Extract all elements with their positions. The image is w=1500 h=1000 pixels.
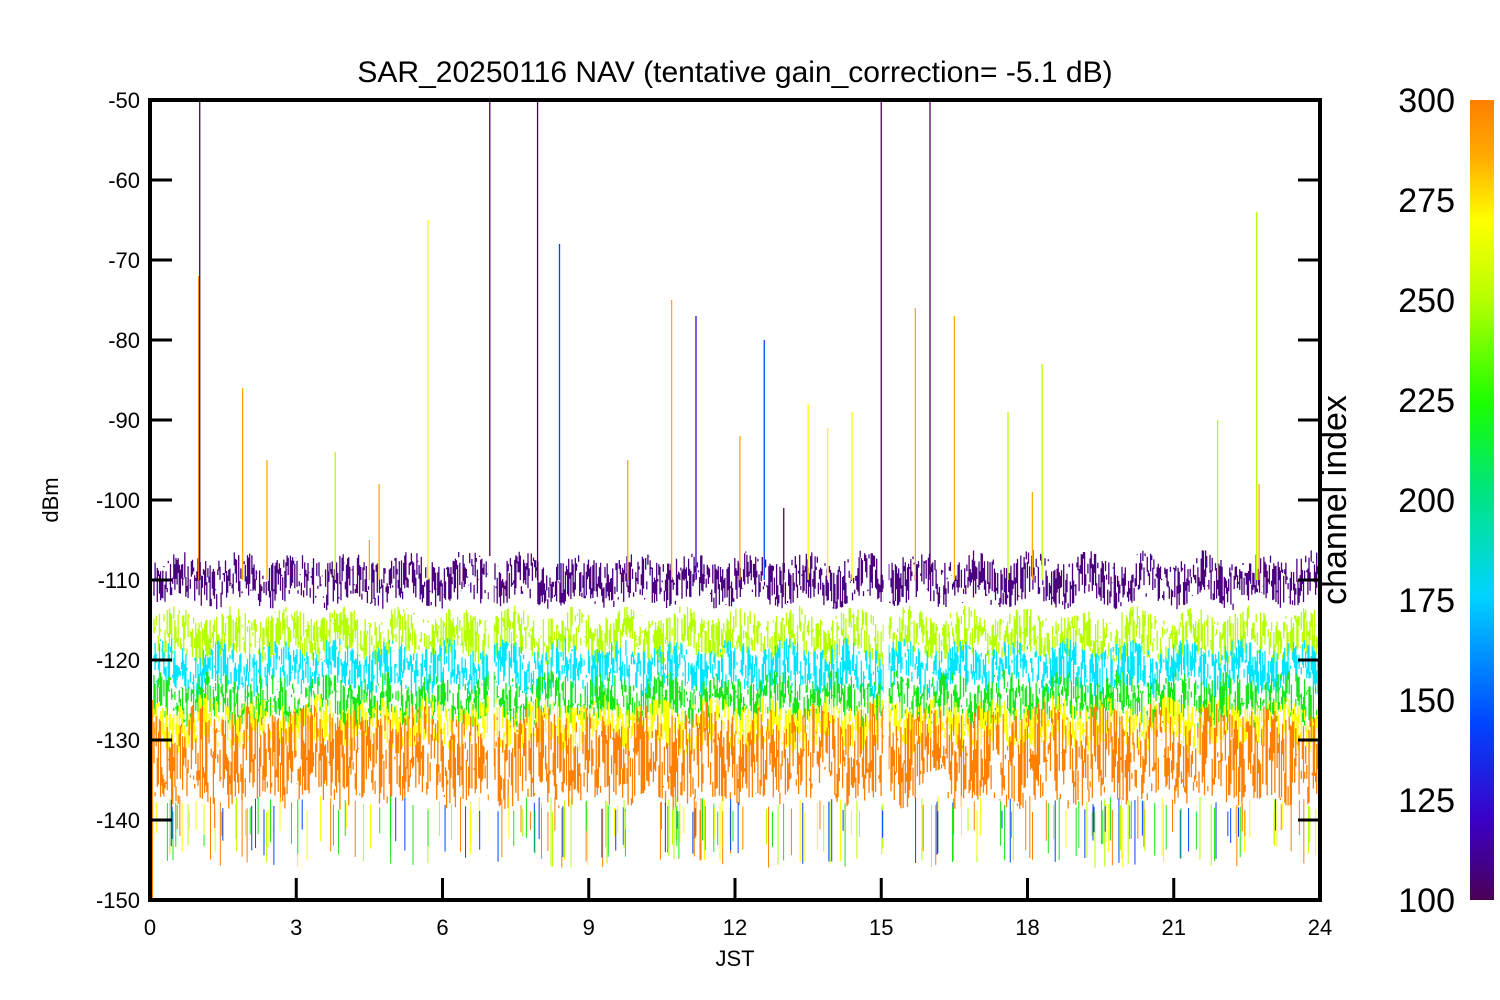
y-tick-label: -150 [96,888,140,913]
y-axis-title: dBm [38,477,63,522]
series-band-295 [153,702,1319,811]
colorbar-tick-label: 100 [1398,882,1455,920]
x-tick-label: 9 [583,915,595,940]
y-axis: -50 -60 -70 -80 -90 -100 -110 -120 -130 -140 -150 [96,88,1320,913]
x-tick-label: 24 [1308,915,1332,940]
colorbar-gradient [1470,100,1494,900]
plot-area [152,100,1319,900]
x-tick-label: 15 [869,915,893,940]
x-tick-label: 3 [290,915,302,940]
y-tick-label: -70 [108,248,140,273]
chart-title: SAR_20250116 NAV (tentative gain_correct… [357,56,1112,89]
data-gap-1 [883,556,889,900]
x-tick-label: 6 [436,915,448,940]
colorbar-tick-label: 125 [1398,782,1455,820]
colorbar-tick-label: 300 [1398,82,1455,120]
y-tick-label: -50 [108,88,140,113]
y-tick-label: -120 [96,648,140,673]
y-tick-label: -80 [108,328,140,353]
y-tick-label: -60 [108,168,140,193]
low-outliers [156,796,1317,868]
colorbar-tick-label: 275 [1398,182,1455,220]
colorbar-tick-label: 150 [1398,682,1455,720]
series-band-110 [153,549,1319,611]
x-tick-label: 18 [1015,915,1039,940]
y-tick-label: -90 [108,408,140,433]
x-tick-label: 0 [144,915,156,940]
colorbar-tick-label: 250 [1398,282,1455,320]
series-band-180 [153,637,1319,699]
y-tick-label: -130 [96,728,140,753]
y-tick-label: -140 [96,808,140,833]
colorbar-tick-label: 200 [1398,482,1455,520]
y-tick-label: -110 [98,568,140,593]
x-axis-title: JST [715,946,754,971]
colorbar: 300 275 250 225 200 175 150 125 100 channel inde… [1316,82,1494,920]
x-tick-label: 21 [1162,915,1186,940]
colorbar-tick-label: 225 [1398,382,1455,420]
y-tick-label: -100 [96,488,140,513]
x-tick-label: 12 [723,915,747,940]
x-axis: 0 3 6 9 12 15 18 21 24 [144,878,1332,940]
colorbar-title: channel index [1316,395,1354,605]
series-band-275 [153,694,1319,755]
colorbar-tick-label: 175 [1398,582,1455,620]
data-gap-0 [488,556,494,900]
